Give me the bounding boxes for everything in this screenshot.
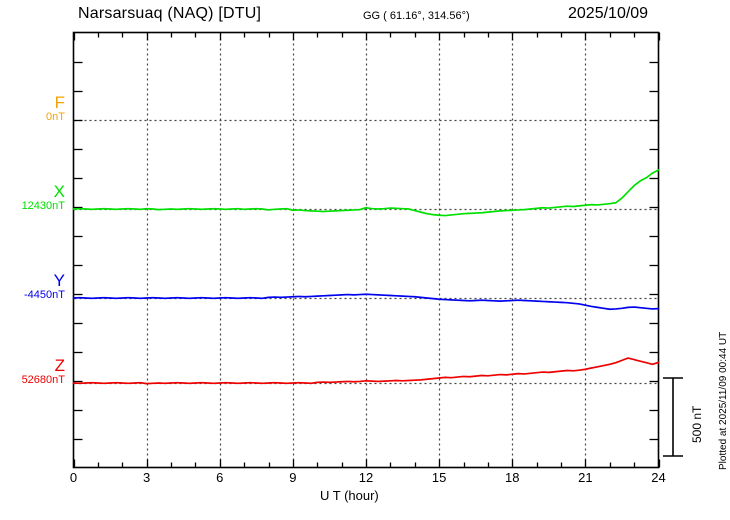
component-value-x: 12430nT xyxy=(21,200,65,212)
trace-z-component xyxy=(72,357,660,385)
x-axis-title: U T (hour) xyxy=(320,488,379,503)
x-tick-label: 21 xyxy=(578,470,593,485)
x-tick-label: 6 xyxy=(216,470,224,485)
x-tick-label: 0 xyxy=(69,470,78,485)
y-axis-ticks xyxy=(73,61,659,441)
vertical-gridlines xyxy=(146,33,587,467)
component-label-x: X xyxy=(53,182,65,201)
x-tick-label: 12 xyxy=(358,470,374,485)
component-label-f: F xyxy=(54,93,65,112)
x-tick-label: 3 xyxy=(143,470,151,485)
page-title: Narsarsuaq (NAQ) [DTU] xyxy=(78,5,262,22)
component-label-z: Z xyxy=(54,356,65,375)
component-value-z: 52680nT xyxy=(21,374,65,386)
component-value-y: -4450nT xyxy=(24,289,65,301)
trace-y-component xyxy=(72,293,660,311)
x-axis-ticks xyxy=(73,32,661,468)
x-tick-label: 9 xyxy=(289,470,297,485)
component-label-y: Y xyxy=(53,271,65,290)
component-baselines xyxy=(74,119,658,385)
scale-bar xyxy=(663,377,683,457)
scale-bar-label: 500 nT xyxy=(690,405,704,443)
component-value-f: 0nT xyxy=(46,111,65,123)
x-tick-label: 15 xyxy=(431,470,447,485)
trace-x-component xyxy=(72,169,660,217)
geographic-coordinates: GG ( 61.16°, 314.56°) xyxy=(363,10,470,22)
x-tick-label: 18 xyxy=(505,470,520,485)
observation-date: 2025/10/09 xyxy=(568,5,649,22)
plot-timestamp: Plotted at 2025/11/09 00:44 UT xyxy=(718,331,729,470)
x-tick-label: 24 xyxy=(651,470,666,485)
